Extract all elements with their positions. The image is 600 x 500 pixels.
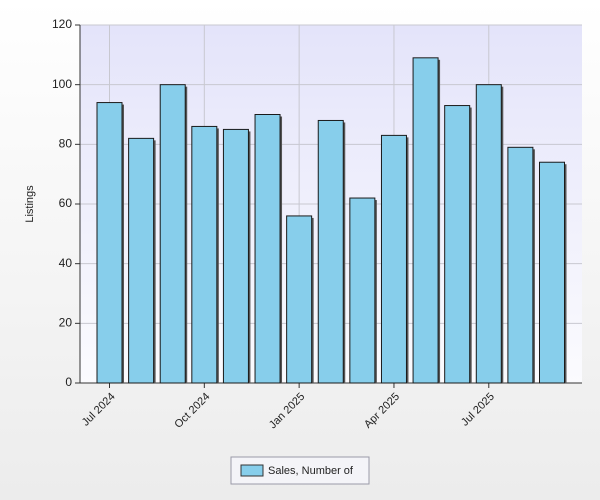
legend-label: Sales, Number of bbox=[268, 465, 354, 477]
bar bbox=[159, 84, 186, 384]
bar bbox=[96, 102, 123, 384]
bar bbox=[286, 215, 313, 384]
bar bbox=[349, 197, 376, 384]
legend: Sales, Number of bbox=[230, 456, 370, 485]
y-axis-label: Listings bbox=[24, 185, 36, 223]
bar bbox=[475, 84, 502, 384]
bar bbox=[254, 114, 281, 384]
y-tick-label: 120 bbox=[52, 17, 72, 31]
bar bbox=[222, 128, 249, 384]
bar bbox=[412, 57, 439, 384]
bar bbox=[380, 134, 407, 384]
y-tick-label: 100 bbox=[52, 77, 72, 91]
bar bbox=[539, 161, 565, 384]
y-tick-label: 80 bbox=[59, 137, 73, 151]
legend-box bbox=[230, 456, 370, 485]
bar bbox=[128, 137, 155, 384]
y-tick-label: 0 bbox=[65, 375, 72, 389]
bar bbox=[317, 119, 344, 384]
y-tick-label: 60 bbox=[59, 196, 73, 210]
legend-swatch bbox=[240, 464, 264, 477]
bar bbox=[507, 146, 534, 384]
y-tick-label: 20 bbox=[59, 316, 73, 330]
bar bbox=[191, 125, 218, 384]
y-tick-label: 40 bbox=[59, 256, 73, 270]
bar bbox=[444, 105, 471, 384]
